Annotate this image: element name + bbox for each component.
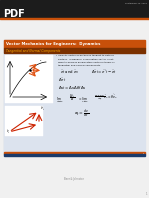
Text: Beer & Johnston: Beer & Johnston [64, 177, 85, 181]
Text: $\hat{e}'_t$: $\hat{e}'_t$ [39, 105, 45, 113]
Text: tangential and normal components.: tangential and normal components. [58, 65, 101, 67]
Text: $\Delta\hat{e}_t$: $\Delta\hat{e}_t$ [58, 76, 66, 84]
Text: $\frac{\sin(\Delta\theta/2)}{\Delta t/2}\hat{e}_n = \dot\theta\hat{e}_n$: $\frac{\sin(\Delta\theta/2)}{\Delta t/2}… [94, 92, 118, 103]
Bar [5, 55, 53, 103]
Text: $\Delta\hat{e}_t = \hat{e}'_t - \hat{e}_t$: $\Delta\hat{e}_t = \hat{e}'_t - \hat{e}_… [91, 68, 117, 76]
Bar [4, 154, 145, 155]
Bar [5, 106, 43, 136]
Text: 1: 1 [143, 153, 144, 154]
Bar [0, 0, 149, 18]
Text: $a_t = \frac{dv}{dt}$: $a_t = \frac{dv}{dt}$ [74, 108, 89, 120]
Text: 1: 1 [145, 192, 147, 196]
Text: Vector Mechanics for Engineers:  Dynamics: Vector Mechanics for Engineers: Dynamics [6, 42, 100, 46]
Bar [4, 152, 145, 154]
Text: September 10, 2009: September 10, 2009 [125, 3, 147, 4]
Text: • Velocity vector of particle is tangent to path of: • Velocity vector of particle is tangent… [56, 55, 114, 56]
Bar [4, 40, 145, 155]
Text: $\Delta s_t = \Delta s\,\Delta\theta/\Delta s$: $\Delta s_t = \Delta s\,\Delta\theta/\De… [58, 84, 87, 92]
Text: e': e' [40, 60, 42, 61]
Text: PDF: PDF [3, 9, 25, 19]
Bar [4, 40, 145, 48]
Bar [4, 53, 145, 155]
Bar [0, 18, 149, 19]
Text: $\hat{e}_t$: $\hat{e}_t$ [6, 128, 11, 136]
Text: Tangential and Normal Components: Tangential and Normal Components [6, 49, 60, 52]
Text: particle.  In general, acceleration vector is not.: particle. In general, acceleration vecto… [58, 58, 114, 60]
Bar [4, 48, 145, 53]
Text: $\lim_{\Delta t\to0}$: $\lim_{\Delta t\to0}$ [56, 95, 63, 104]
Text: $\frac{\Delta\hat{e}_t}{\Delta t}$: $\frac{\Delta\hat{e}_t}{\Delta t}$ [69, 92, 75, 104]
Text: Wish to express acceleration vector in terms of: Wish to express acceleration vector in t… [58, 62, 114, 63]
Text: $= \lim_{\Delta t\to0}$: $= \lim_{\Delta t\to0}$ [78, 95, 89, 104]
Text: $\hat{e}_t$ and $\hat{e}_n$: $\hat{e}_t$ and $\hat{e}_n$ [60, 68, 79, 76]
